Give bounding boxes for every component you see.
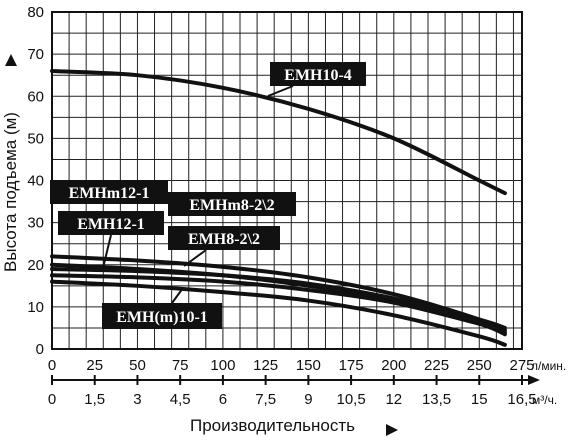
x2-unit-label: м³/ч. (532, 393, 557, 407)
y-tick-label: 70 (27, 46, 44, 63)
x2-tick-label: 0 (48, 391, 56, 408)
x-tick-label: 100 (210, 357, 235, 374)
x2-tick-label: 3 (133, 391, 141, 408)
x2-tick-label: 4,5 (170, 391, 191, 408)
y-tick-label: 20 (27, 257, 44, 274)
x-tick-label: 25 (86, 357, 103, 374)
x2-tick-label: 7,5 (255, 391, 276, 408)
x-tick-label: 125 (253, 357, 278, 374)
x-axis-title-arrow (386, 424, 398, 436)
series-label-box (168, 192, 296, 216)
x2-tick-label: 16,5 (507, 391, 536, 408)
x2-tick-label: 10,5 (336, 391, 365, 408)
x-tick-label: 50 (129, 357, 146, 374)
x-tick-label: 200 (381, 357, 406, 374)
x2-tick-label: 1,5 (84, 391, 105, 408)
series-label: EMHm12-1 (69, 185, 150, 202)
series-label: EMH(m)10-1 (116, 309, 208, 326)
x-unit-label: л/мин. (531, 359, 566, 373)
x-ticks: 0 25 50 75 100 125 150 175 200 225 250 275 (48, 357, 535, 374)
y-axis-title-arrow (5, 54, 17, 66)
x2-tick-label: 13,5 (422, 391, 451, 408)
x-tick-label: 75 (172, 357, 189, 374)
y-tick-label: 10 (27, 299, 44, 316)
x-tick-label: 250 (467, 357, 492, 374)
series-line-0 (50, 68, 507, 196)
secondary-axis-arrow (528, 375, 540, 385)
y-axis-title: Высота подъема (м) (1, 112, 20, 272)
series-labels: EMH10-4 EMHm12-1 EMH12-1 EMHm8-2\2 EMH8-2\2 E… (50, 62, 366, 329)
y-tick-label: 60 (27, 88, 44, 105)
series-label-leader (102, 234, 112, 269)
series-line-4 (50, 273, 507, 333)
series-label-leader (171, 287, 184, 304)
series-label-leader (267, 85, 294, 97)
series-line-3 (50, 266, 507, 330)
x-tick-label: 275 (509, 357, 534, 374)
x-tick-label: 150 (296, 357, 321, 374)
series-label-box (270, 62, 366, 86)
x2-tick-label: 12 (385, 391, 402, 408)
x-tick-label: 225 (424, 357, 449, 374)
x-tick-label: 0 (48, 357, 56, 374)
series-label: EMH10-4 (284, 67, 352, 84)
x2-tick-label: 6 (219, 391, 227, 408)
y-ticks: 0 10 20 30 40 50 60 70 80 (27, 4, 44, 358)
y-tick-label: 80 (27, 4, 44, 21)
series-label-box (50, 180, 168, 204)
secondary-x-axis: 0 1,5 3 4,5 6 7,5 9 10,5 12 13,5 15 16,5 (48, 375, 540, 408)
series-label: EMH12-1 (77, 216, 145, 233)
series-label-leader (183, 249, 207, 267)
y-tick-label: 50 (27, 130, 44, 147)
curves (50, 68, 507, 347)
x2-tick-label: 9 (304, 391, 312, 408)
y-tick-label: 40 (27, 173, 44, 190)
x2-tick-label: 15 (471, 391, 488, 408)
series-line-5 (50, 279, 507, 347)
series-label-box (58, 211, 164, 235)
x-axis-title: Производительность (190, 416, 355, 435)
x-tick-label: 175 (339, 357, 364, 374)
series-label-box (168, 226, 280, 250)
y-tick-label: 0 (36, 341, 44, 358)
series-label: EMH8-2\2 (188, 231, 260, 248)
y-tick-label: 30 (27, 215, 44, 232)
series-label: EMHm8-2\2 (189, 197, 274, 214)
series-label-box (102, 303, 222, 329)
